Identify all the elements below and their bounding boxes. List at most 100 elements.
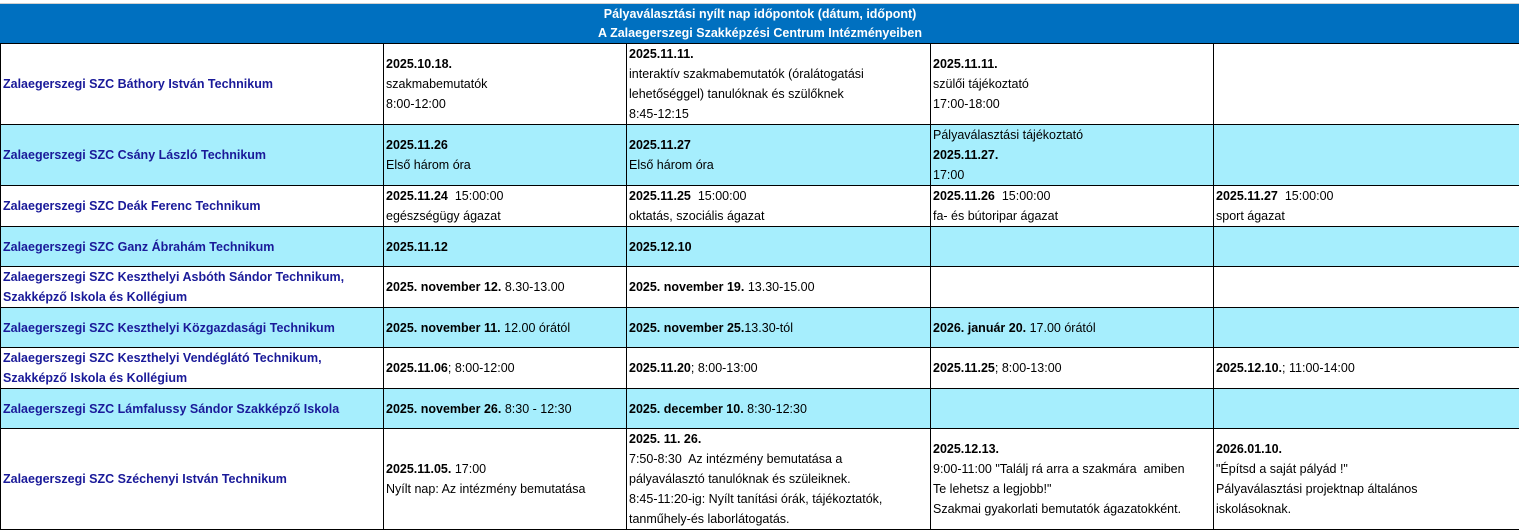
cell-line: 2025. 11. 26.: [629, 429, 928, 449]
cell-line: 2025.11.25; 8:00-13:00: [933, 358, 1211, 378]
event-detail: Te lehetsz a legjobb!": [933, 482, 1051, 496]
event-detail: 13.30-tól: [744, 321, 793, 335]
date-cell[interactable]: 2025. november 19. 13.30-15.00: [627, 267, 931, 308]
cell-line: 8:45-11:20-ig: Nyílt tanítási órák, tájé…: [629, 489, 928, 509]
date-cell[interactable]: 2025.12.10: [627, 227, 931, 267]
cell-line: Első három óra: [386, 155, 624, 175]
cell-line: Te lehetsz a legjobb!": [933, 479, 1211, 499]
cell-line: pályaválasztó tanulóknak és szüleiknek.: [629, 469, 928, 489]
event-date: 2025. november 26.: [386, 402, 501, 416]
institution-cell[interactable]: Zalaegerszegi SZC Ganz Ábrahám Technikum: [1, 227, 384, 267]
date-cell[interactable]: [931, 227, 1214, 267]
cell-line: 2025.11.11.: [629, 44, 928, 64]
event-detail: lehetőséggel) tanulóknak és szülőknek: [629, 87, 844, 101]
event-detail: 15:00:00: [1278, 189, 1334, 203]
cell-line: lehetőséggel) tanulóknak és szülőknek: [629, 84, 928, 104]
date-cell[interactable]: 2025.11.25; 8:00-13:00: [931, 348, 1214, 389]
event-detail: 7:50-8:30 Az intézmény bemutatása a: [629, 452, 842, 466]
date-cell[interactable]: 2026. január 20. 17.00 órától: [931, 308, 1214, 348]
date-cell[interactable]: [1214, 267, 1519, 308]
institution-cell[interactable]: Zalaegerszegi SZC Csány László Technikum: [1, 125, 384, 186]
event-detail: 8:30-12:30: [744, 402, 807, 416]
date-cell[interactable]: 2025. november 12. 8.30-13.00: [384, 267, 627, 308]
institution-name: Zalaegerszegi SZC Keszthelyi Közgazdaság…: [3, 318, 381, 338]
institution-cell[interactable]: Zalaegerszegi SZC Széchenyi István Techn…: [1, 429, 384, 530]
date-cell[interactable]: 2025. november 26. 8:30 - 12:30: [384, 389, 627, 429]
date-cell[interactable]: 2025. november 11. 12.00 órától: [384, 308, 627, 348]
date-cell[interactable]: 2025.12.10.; 11:00-14:00: [1214, 348, 1519, 389]
date-cell[interactable]: [1214, 389, 1519, 429]
cell-line: oktatás, szociális ágazat: [629, 206, 928, 226]
cell-line: Pályaválasztási tájékoztató: [933, 125, 1211, 145]
event-date: 2025.11.11.: [629, 47, 694, 61]
event-detail: 8.30-13.00: [501, 280, 564, 294]
event-date: 2025. november 11.: [386, 321, 501, 335]
date-cell[interactable]: 2025. 11. 26. 7:50-8:30 Az intézmény bemu…: [627, 429, 931, 530]
institution-cell[interactable]: Zalaegerszegi SZC Keszthelyi Közgazdaság…: [1, 308, 384, 348]
date-cell[interactable]: [1214, 308, 1519, 348]
cell-line: 2025.11.11.: [933, 54, 1211, 74]
table-row: Zalaegerszegi SZC Ganz Ábrahám Technikum…: [1, 227, 1519, 267]
event-date: 2025.12.10.: [1216, 361, 1282, 375]
date-cell[interactable]: [1214, 44, 1519, 125]
event-detail: iskolásoknak.: [1216, 502, 1291, 516]
date-cell[interactable]: [931, 389, 1214, 429]
table-title: Pályaválasztási nyílt nap időpontok (dát…: [3, 5, 1517, 24]
event-detail: 17:00: [933, 168, 964, 182]
event-detail: 15:00:00: [995, 189, 1051, 203]
date-cell[interactable]: 2026.01.10."Építsd a saját pályád !"Pály…: [1214, 429, 1519, 530]
event-detail: 8:00-12:00: [386, 97, 446, 111]
cell-line: 8:45-12:15: [629, 104, 928, 124]
date-cell[interactable]: [1214, 227, 1519, 267]
event-detail: Pályaválasztási projektnap általános: [1216, 482, 1418, 496]
cell-line: szakmabemutatók: [386, 74, 624, 94]
cell-line: 17:00: [933, 165, 1211, 185]
institution-name: Zalaegerszegi SZC Keszthelyi Asbóth Sánd…: [3, 267, 381, 287]
event-date: 2025.10.18.: [386, 57, 452, 71]
event-detail: ; 11:00-14:00: [1282, 361, 1355, 375]
date-cell[interactable]: Pályaválasztási tájékoztató 2025.11.27. 17…: [931, 125, 1214, 186]
event-detail: egészségügy ágazat: [386, 209, 501, 223]
date-cell[interactable]: 2025.11.20; 8:00-13:00: [627, 348, 931, 389]
date-cell[interactable]: 2025.10.18. szakmabemutatók 8:00-12:00: [384, 44, 627, 125]
cell-line: "Építsd a saját pályád !": [1216, 459, 1517, 479]
table-row: Zalaegerszegi SZC Keszthelyi Asbóth Sánd…: [1, 267, 1519, 308]
event-date: 2025.11.27.: [933, 148, 998, 162]
event-date: 2025.11.06: [386, 361, 448, 375]
event-detail: tanműhely-és laborlátogatás.: [629, 512, 790, 526]
event-detail: 8:45-11:20-ig: Nyílt tanítási órák, tájé…: [629, 492, 882, 506]
date-cell[interactable]: 2025. december 10. 8:30-12:30: [627, 389, 931, 429]
date-cell[interactable]: [1214, 125, 1519, 186]
institution-cell[interactable]: Zalaegerszegi SZC Báthory István Technik…: [1, 44, 384, 125]
date-cell[interactable]: 2025.11.11.interaktív szakmabemutatók (ó…: [627, 44, 931, 125]
event-date: 2025.11.25: [629, 189, 691, 203]
header-cell[interactable]: Pályaválasztási nyílt nap időpontok (dát…: [1, 5, 1519, 44]
event-detail: 8:30 - 12:30: [501, 402, 571, 416]
institution-cell[interactable]: Zalaegerszegi SZC Lámfalussy Sándor Szak…: [1, 389, 384, 429]
date-cell[interactable]: 2025.11.06; 8:00-12:00: [384, 348, 627, 389]
institution-name: Zalaegerszegi SZC Csány László Technikum: [3, 145, 381, 165]
institution-cell[interactable]: Zalaegerszegi SZC Keszthelyi Vendéglátó …: [1, 348, 384, 389]
institution-cell[interactable]: Zalaegerszegi SZC Deák Ferenc Technikum: [1, 186, 384, 227]
date-cell[interactable]: [931, 267, 1214, 308]
date-cell[interactable]: 2025.11.12: [384, 227, 627, 267]
institution-name: Zalaegerszegi SZC Báthory István Technik…: [3, 74, 381, 94]
event-detail: 17:00: [451, 462, 486, 476]
institution-cell[interactable]: Zalaegerszegi SZC Keszthelyi Asbóth Sánd…: [1, 267, 384, 308]
table-row: Zalaegerszegi SZC Lámfalussy Sándor Szak…: [1, 389, 1519, 429]
cell-line: 8:00-12:00: [386, 94, 624, 114]
event-detail: 17.00 órától: [1026, 321, 1096, 335]
open-day-schedule-table: Pályaválasztási nyílt nap időpontok (dát…: [0, 4, 1519, 530]
event-detail: Első három óra: [629, 158, 714, 172]
date-cell[interactable]: 2025. november 25.13.30-tól: [627, 308, 931, 348]
date-cell[interactable]: 2025.12.13.9:00-11:00 "Találj rá arra a …: [931, 429, 1214, 530]
